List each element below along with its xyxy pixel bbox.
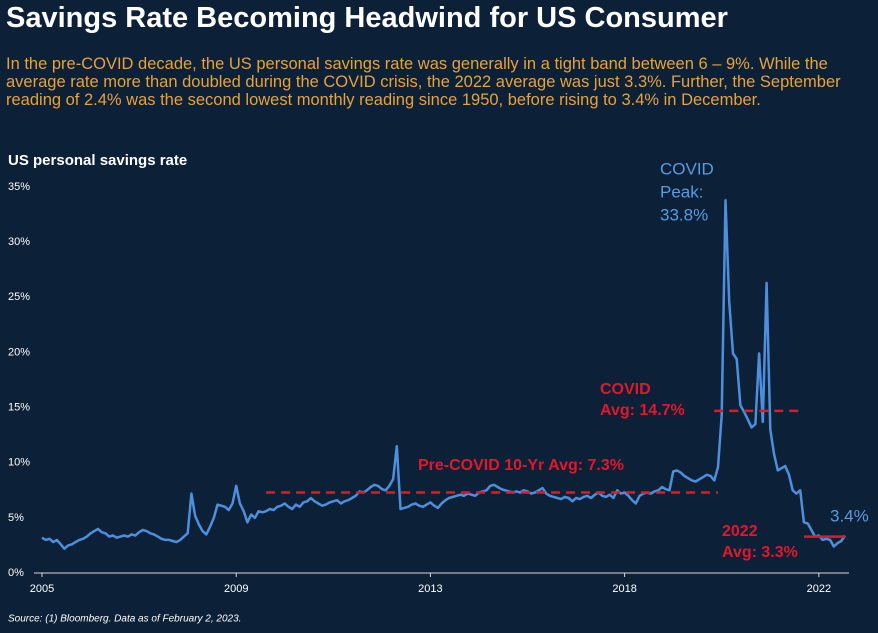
x-tick-label: 2009 — [224, 583, 248, 595]
y-tick-label: 20% — [8, 346, 30, 358]
x-tick-label: 2013 — [418, 583, 442, 595]
y-tick-label: 0% — [8, 567, 24, 579]
y-tick-label: 25% — [8, 291, 30, 303]
source: Source: (1) Bloomberg. Data as of Februa… — [8, 614, 241, 625]
reference-label: 2022 — [722, 523, 758, 540]
peak-annotation: 33.8% — [660, 205, 708, 224]
peak-annotation: COVID — [660, 159, 714, 178]
y-tick-label: 10% — [8, 457, 30, 469]
y-axis-label: US personal savings rate — [8, 152, 187, 169]
reference-label: Avg: 14.7% — [600, 402, 685, 419]
chart-title: Savings Rate Becoming Headwind for US Co… — [6, 2, 728, 34]
last-value-label: 3.4% — [830, 506, 869, 525]
x-tick-label: 2022 — [807, 583, 831, 595]
subtitle: In the pre-COVID decade, the US personal… — [6, 55, 841, 109]
y-tick-label: 30% — [8, 236, 30, 248]
y-tick-label: 35% — [8, 181, 30, 193]
peak-annotation: Peak: — [660, 182, 703, 201]
x-tick-label: 2005 — [30, 583, 54, 595]
x-tick-label: 2018 — [612, 583, 636, 595]
reference-label: Pre-COVID 10-Yr Avg: 7.3% — [418, 457, 624, 474]
reference-label: COVID — [600, 381, 651, 398]
line — [41, 198, 847, 550]
y-tick-label: 5% — [8, 512, 24, 524]
reference-label: Avg: 3.3% — [722, 544, 798, 561]
y-tick-label: 15% — [8, 401, 30, 413]
